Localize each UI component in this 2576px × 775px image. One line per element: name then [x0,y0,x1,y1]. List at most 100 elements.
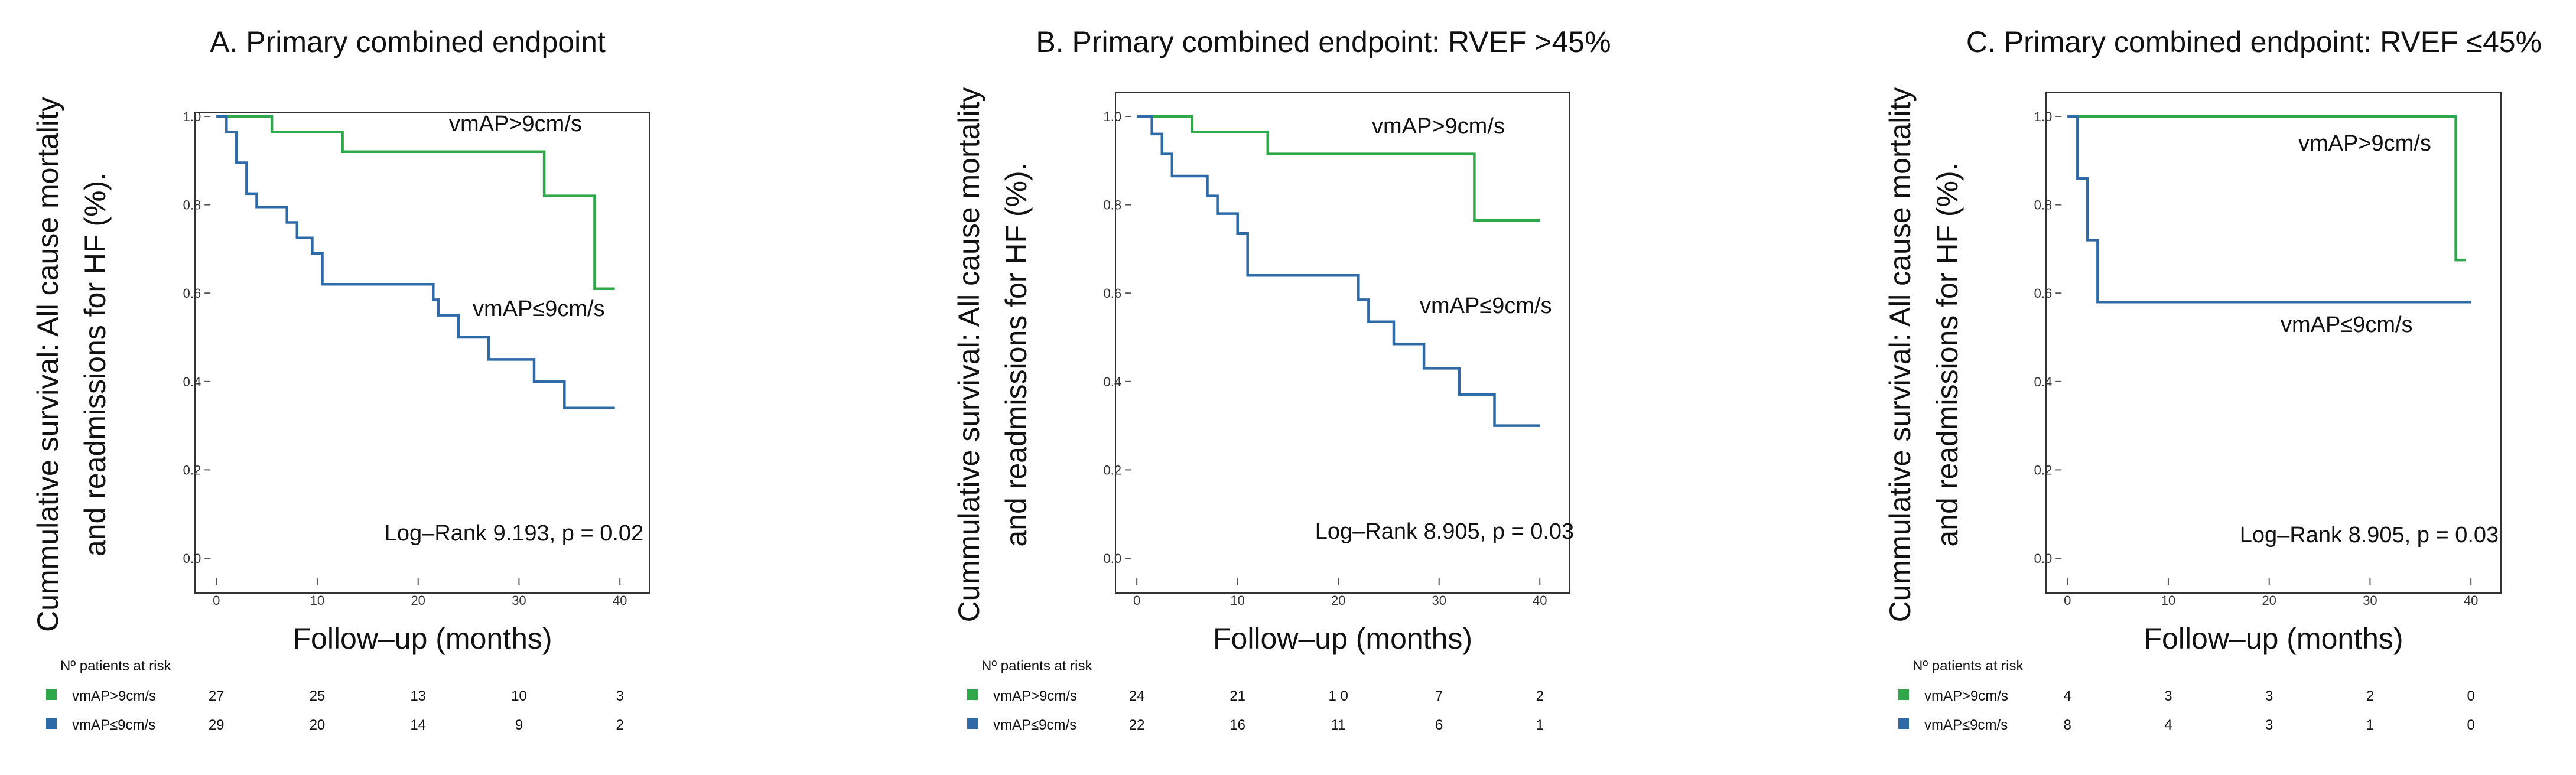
risk-cell-value: 3 [2164,688,2172,704]
curve-label-low: vmAP≤9cm/s [1420,294,1552,318]
y-tick-label: 0.0 [1104,551,1122,566]
panel-b: B. Primary combined endpoint: RVEF >45% C… [952,25,1611,733]
x-tick-label: 40 [613,593,627,608]
risk-cell-value: 3 [616,688,624,704]
plot-frame [194,112,650,594]
x-tick-label: 20 [2262,593,2276,608]
y-tick-label: 0.2 [2034,463,2053,477]
survival-curve-low [216,115,615,409]
curve-label-high: vmAP>9cm/s [2298,131,2431,156]
y-axis-label-line-2: and readmissions for HF (%). [1000,162,1033,546]
risk-cell-value: 1 [2366,717,2374,733]
risk-cell-value: 25 [310,688,326,704]
risk-cell-value: 2 [616,717,624,733]
risk-cell-value: 0 [2467,688,2475,704]
curve-label-high: vmAP>9cm/s [449,112,582,136]
x-tick-label: 30 [1432,593,1446,608]
risk-cell-value: 1 0 [1329,688,1348,704]
y-tick-label: 0.8 [183,198,201,213]
x-tick-label: 10 [310,593,324,608]
survival-curve-high [1137,115,1540,222]
risk-row-label: vmAP>9cm/s [993,688,1077,704]
risk-cell-value: 2 [2366,688,2374,704]
risk-cell-value: 1 [1536,717,1544,733]
y-tick-label: 0.6 [1104,286,1122,301]
risk-cell-value: 9 [515,717,523,733]
y-axis-label-line-1: Cummulative survival: All cause mortalit… [31,97,64,632]
survival-curve-high [216,115,615,290]
logrank-annotation: Log–Rank 8.905, p = 0.03 [1315,519,1574,544]
risk-cell-value: 6 [1435,717,1443,733]
logrank-annotation: Log–Rank 9.193, p = 0.02 [385,521,643,546]
y-axis-label-line-1: Cummulative survival: All cause mortalit… [1884,87,1917,623]
curve-label-high: vmAP>9cm/s [1372,114,1505,139]
risk-row-marker [46,689,57,700]
risk-cell-value: 24 [1129,688,1145,704]
risk-row-label: vmAP>9cm/s [72,688,156,704]
risk-row-label: vmAP≤9cm/s [72,717,155,733]
x-tick-label: 10 [2161,593,2175,608]
risk-cell-value: 11 [1331,717,1346,733]
y-tick-label: 0.0 [2034,551,2053,566]
risk-cell-value: 29 [209,717,225,733]
plot-frame [1115,92,1570,594]
y-axis-label-line-1: Cummulative survival: All cause mortalit… [952,87,985,623]
risk-row-marker [1898,718,1909,729]
survival-curve-low [1137,115,1540,427]
curve-label-low: vmAP≤9cm/s [2281,312,2413,337]
curve-label-low: vmAP≤9cm/s [473,297,605,321]
risk-cell-value: 10 [511,688,527,704]
x-tick-label: 20 [411,593,425,608]
risk-cell-value: 3 [2265,717,2273,733]
chart-title: B. Primary combined endpoint: RVEF >45% [1036,25,1611,58]
risk-cell-value: 3 [2265,688,2273,704]
risk-cell-value: 16 [1230,717,1245,733]
x-tick-label: 10 [1230,593,1244,608]
y-tick-label: 1.0 [1104,109,1122,124]
x-tick-label: 30 [2363,593,2377,608]
x-tick-label: 40 [2464,593,2478,608]
chart-title: C. Primary combined endpoint: RVEF ≤45% [1966,25,2542,58]
risk-row-marker [46,718,57,729]
y-tick-label: 1.0 [2034,109,2053,124]
risk-cell-value: 22 [1129,717,1145,733]
risk-cell-value: 27 [209,688,225,704]
x-tick-label: 30 [512,593,526,608]
risk-row-label: vmAP>9cm/s [1924,688,2008,704]
risk-cell-value: 21 [1230,688,1245,704]
y-tick-label: 1.0 [183,109,201,124]
risk-row-marker [967,689,978,700]
risk-row-marker [1898,689,1909,700]
panel-c: C. Primary combined endpoint: RVEF ≤45% C… [1884,25,2542,733]
x-axis-label: Follow–up (months) [2144,622,2403,655]
risk-table-header: Nº patients at risk [60,658,172,674]
y-tick-label: 0.4 [183,375,201,389]
y-axis-label-line-2: and readmissions for HF (%). [1931,162,1964,546]
y-tick-label: 0.4 [2034,375,2053,389]
y-tick-label: 0.2 [183,463,201,477]
risk-cell-value: 14 [410,717,426,733]
y-axis-label-line-2: and readmissions for HF (%). [79,172,112,556]
y-tick-label: 0.6 [183,286,201,301]
risk-cell-value: 0 [2467,717,2475,733]
risk-cell-value: 4 [2064,688,2071,704]
risk-row-label: vmAP≤9cm/s [1924,717,2008,733]
risk-row-marker [967,718,978,729]
risk-cell-value: 7 [1435,688,1443,704]
x-tick-label: 40 [1533,593,1547,608]
y-tick-label: 0.6 [2034,286,2053,301]
survival-curve-low [2067,115,2471,304]
risk-cell-value: 8 [2064,717,2071,733]
x-tick-label: 20 [1331,593,1345,608]
risk-cell-value: 20 [310,717,326,733]
x-axis-label: Follow–up (months) [1213,622,1472,655]
chart-title: A. Primary combined endpoint [210,25,606,58]
x-tick-label: 0 [2064,593,2071,608]
risk-row-label: vmAP≤9cm/s [993,717,1076,733]
y-tick-label: 0.8 [1104,198,1122,213]
y-tick-label: 0.2 [1104,463,1122,477]
risk-cell-value: 4 [2164,717,2172,733]
x-tick-label: 0 [1133,593,1140,608]
